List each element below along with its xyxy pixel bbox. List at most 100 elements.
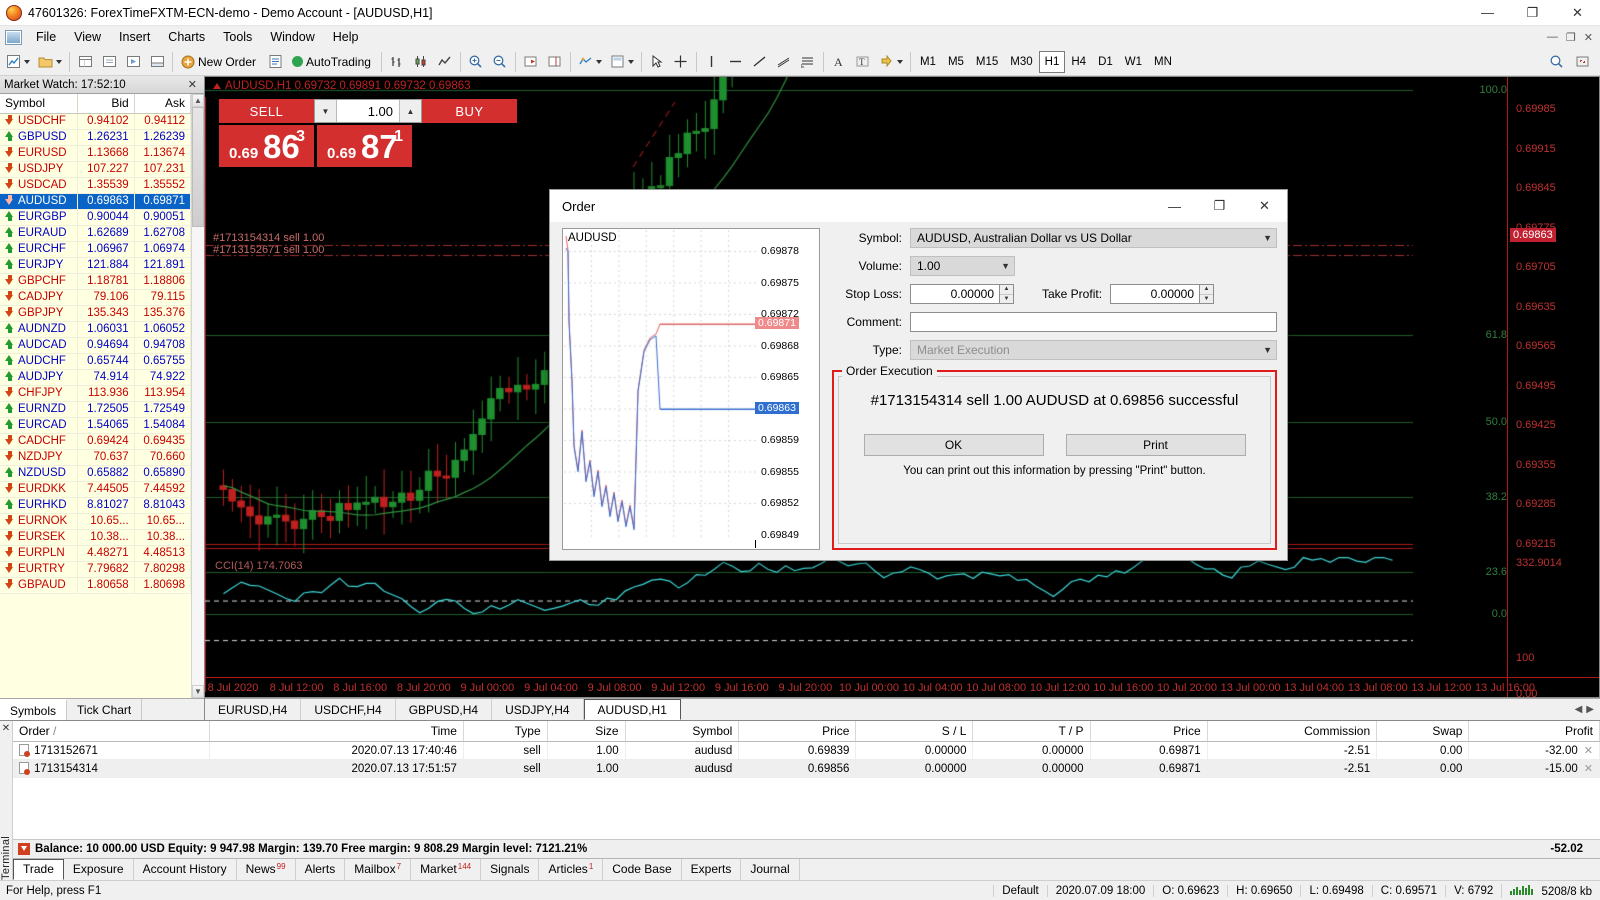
mw-cell-bid[interactable]: 70.637	[77, 449, 135, 466]
trade-col-symbol[interactable]: Symbol	[625, 721, 740, 742]
scroll-track[interactable]	[192, 107, 204, 685]
terminal-tab-account-history[interactable]: Account History	[134, 859, 237, 880]
mw-cell-bid[interactable]: 74.914	[77, 369, 135, 386]
trade-cell-current-price[interactable]: 0.69871	[1090, 741, 1208, 760]
take-profit-stepper[interactable]: ▲ ▼	[1200, 284, 1215, 304]
mw-col-symbol[interactable]: Symbol	[0, 94, 79, 114]
mw-cell-bid[interactable]: 10.65...	[77, 513, 135, 530]
terminal-tab-experts[interactable]: Experts	[682, 859, 742, 880]
trade-row[interactable]: 1713152671 2020.07.13 17:40:46 sell 1.00 aud…	[13, 741, 1600, 760]
market-watch-row[interactable]: EURCAD 1.54065 1.54084	[0, 417, 191, 434]
indicators-icon[interactable]	[574, 50, 606, 74]
period-w1[interactable]: W1	[1124, 55, 1143, 68]
mw-cell-symbol[interactable]: USDCAD	[0, 177, 79, 194]
mw-cell-ask[interactable]: 4.48513	[134, 545, 191, 562]
terminal-tab-exposure[interactable]: Exposure	[64, 859, 134, 880]
new-order-button[interactable]: New Order	[176, 50, 263, 74]
terminal-tab-articles[interactable]: Articles 1	[539, 859, 604, 880]
price-chart[interactable]: AUDUSD,H1 0.69732 0.69891 0.69732 0.6986…	[205, 76, 1600, 698]
mw-cell-bid[interactable]: 79.106	[77, 289, 135, 306]
market-watch-row[interactable]: CHFJPY 113.936 113.954	[0, 385, 191, 402]
market-watch-row[interactable]: NZDJPY 70.637 70.660	[0, 449, 191, 466]
mw-cell-ask[interactable]: 121.891	[134, 257, 191, 274]
mw-cell-bid[interactable]: 7.79682	[77, 561, 135, 578]
mw-cell-ask[interactable]: 70.660	[134, 449, 191, 466]
market-watch-row[interactable]: GBPAUD 1.80658 1.80698	[0, 577, 191, 594]
status-profile[interactable]: Default	[993, 884, 1046, 897]
stop-loss-input[interactable]: 0.00000	[910, 284, 1000, 304]
mw-col-bid[interactable]: Bid	[77, 94, 135, 114]
mw-cell-ask[interactable]: 74.922	[134, 369, 191, 386]
trade-row[interactable]: 1713154314 2020.07.13 17:51:57 sell 1.00 aud…	[13, 759, 1600, 778]
period-h1[interactable]: H1	[1038, 50, 1066, 73]
market-watch-row[interactable]: USDJPY 107.227 107.231	[0, 161, 191, 178]
market-watch-icon[interactable]	[73, 50, 97, 74]
volume-decrement-icon[interactable]: ▼	[315, 100, 337, 122]
close-button[interactable]: ✕	[1572, 4, 1583, 20]
mw-cell-ask[interactable]: 1.80698	[134, 577, 191, 594]
menu-item-charts[interactable]: Charts	[168, 30, 206, 44]
scroll-up-icon[interactable]: ▲	[192, 94, 204, 107]
terminal-close-icon[interactable]: ✕	[1, 723, 11, 734]
terminal-tab-mailbox[interactable]: Mailbox 7	[345, 859, 412, 880]
market-watch-row[interactable]: GBPJPY 135.343 135.376	[0, 305, 191, 322]
trade-cell-size[interactable]: 1.00	[547, 759, 626, 778]
market-watch-row[interactable]: EURSEK 10.38... 10.38...	[0, 529, 191, 546]
take-profit-input[interactable]: 0.00000	[1110, 284, 1201, 304]
period-d1[interactable]: D1	[1098, 55, 1113, 68]
market-watch-row[interactable]: EURNOK 10.65... 10.65...	[0, 513, 191, 530]
period-m1[interactable]: M1	[919, 55, 936, 68]
mw-cell-symbol[interactable]: EURHKD	[0, 497, 79, 514]
mw-cell-symbol[interactable]: AUDCHF	[0, 353, 79, 370]
market-watch-row[interactable]: GBPUSD 1.26231 1.26239	[0, 129, 191, 146]
mw-cell-symbol[interactable]: GBPUSD	[0, 129, 79, 146]
chart-tab-next-icon[interactable]: ▶	[1586, 704, 1594, 715]
mw-cell-symbol[interactable]: GBPAUD	[0, 577, 79, 594]
trade-cell-order[interactable]: 1713152671	[13, 741, 210, 760]
trade-col-s-l[interactable]: S / L	[855, 721, 974, 742]
mw-cell-symbol[interactable]: EURUSD	[0, 145, 79, 162]
stop-loss-stepper[interactable]: ▲ ▼	[1000, 284, 1014, 304]
chart-shift-icon[interactable]	[543, 50, 567, 74]
fibonacci-retracement-icon[interactable]: E	[796, 50, 820, 74]
stop-loss-down-icon[interactable]: ▼	[1000, 294, 1013, 303]
mw-cell-symbol[interactable]: EURTRY	[0, 561, 79, 578]
mw-cell-bid[interactable]: 4.48271	[77, 545, 135, 562]
sell-button[interactable]: SELL	[219, 99, 314, 123]
vertical-line-icon[interactable]	[700, 50, 724, 74]
mw-cell-bid[interactable]: 1.06967	[77, 241, 135, 258]
tick-chart[interactable]: AUDUSD 0.69878 0.69875 0.69872 0.69868 0.698…	[562, 228, 820, 550]
order-dialog-close-button[interactable]: ✕	[1259, 198, 1270, 213]
market-watch-row[interactable]: EURAUD 1.62689 1.62708	[0, 225, 191, 242]
mw-cell-ask[interactable]: 0.65890	[134, 465, 191, 482]
mw-cell-bid[interactable]: 121.884	[77, 257, 135, 274]
trade-cell-current-price[interactable]: 0.69871	[1090, 759, 1208, 778]
mw-cell-ask[interactable]: 0.69871	[134, 193, 191, 210]
terminal-icon[interactable]	[145, 50, 169, 74]
mw-cell-symbol[interactable]: NZDUSD	[0, 465, 79, 482]
trade-col-price[interactable]: Price	[1090, 721, 1208, 742]
trade-cell-symbol[interactable]: audusd	[625, 759, 740, 778]
chart-tab-gbpusd-h4[interactable]: GBPUSD,H4	[396, 699, 493, 720]
auto-scroll-icon[interactable]	[519, 50, 543, 74]
market-watch-row[interactable]: AUDJPY 74.914 74.922	[0, 369, 191, 386]
templates-icon[interactable]	[606, 50, 638, 74]
cursor-icon[interactable]	[645, 50, 669, 74]
order-dialog-minimize-button[interactable]: —	[1168, 198, 1181, 214]
mdi-restore-button[interactable]: ❐	[1565, 31, 1576, 44]
mw-cell-bid[interactable]: 0.65744	[77, 353, 135, 370]
equidistant-channel-icon[interactable]	[772, 50, 796, 74]
terminal-tab-journal[interactable]: Journal	[741, 859, 800, 880]
mw-cell-ask[interactable]: 1.26239	[134, 129, 191, 146]
text-icon[interactable]: A	[827, 50, 851, 74]
trade-cell-swap[interactable]: 0.00	[1376, 759, 1470, 778]
mw-tab-tick-chart[interactable]: Tick Chart	[67, 699, 143, 720]
menu-item-file[interactable]: File	[36, 30, 57, 44]
market-watch-row[interactable]: EURPLN 4.48271 4.48513	[0, 545, 191, 562]
trade-cell-type[interactable]: sell	[463, 759, 548, 778]
mdi-minimize-button[interactable]: —	[1546, 30, 1558, 43]
mw-cell-ask[interactable]: 0.69435	[134, 433, 191, 450]
trade-cell-stop-loss[interactable]: 0.00000	[855, 741, 974, 760]
mw-cell-symbol[interactable]: EURDKK	[0, 481, 79, 498]
